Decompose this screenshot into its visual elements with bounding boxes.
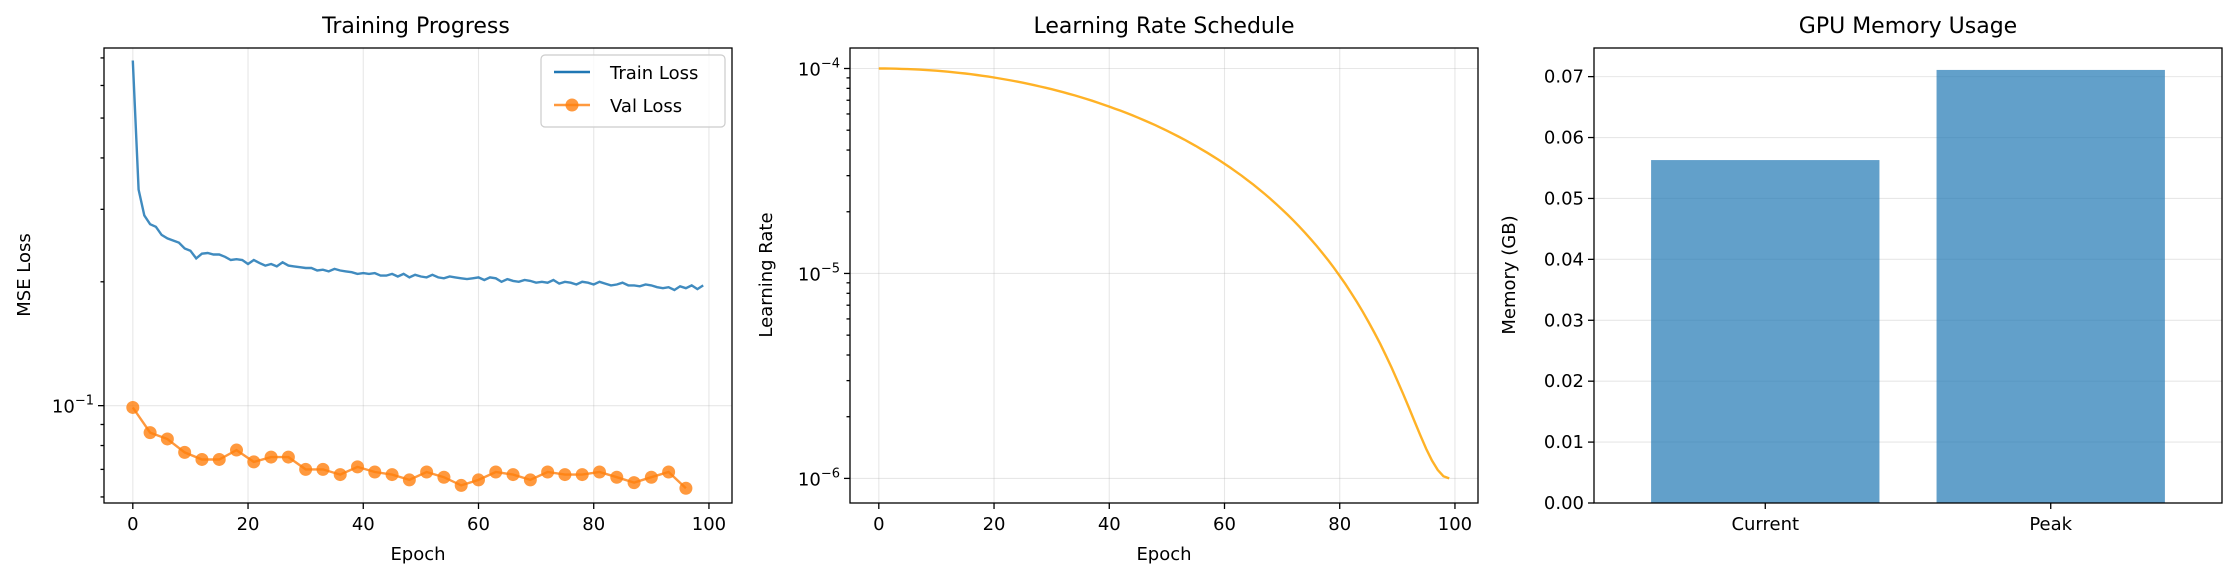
x-tick-label: 60: [1213, 514, 1236, 535]
training-progress-y-ticks: 10−1: [52, 57, 104, 498]
legend-val-loss-label: Val Loss: [610, 96, 682, 117]
x-tick-label: 80: [582, 514, 605, 535]
val-loss-point: [558, 468, 572, 482]
y-tick-label: 10−1: [52, 394, 94, 418]
val-loss-point: [506, 468, 520, 482]
x-tick-label: Current: [1731, 514, 1799, 535]
gpu-memory-x-ticks: Current Peak: [1731, 503, 2073, 535]
y-tick-label: 0.00: [1544, 493, 1584, 514]
training-progress-x-label: Epoch: [390, 544, 445, 565]
val-loss-point: [523, 473, 537, 487]
training-progress-x-ticks: 0 20 40 60 80 100: [127, 503, 726, 535]
val-loss-point: [644, 470, 658, 484]
training-progress-axes-frame: [103, 47, 733, 504]
x-tick-label: 80: [1328, 514, 1351, 535]
val-loss-point: [178, 445, 192, 459]
val-loss-point: [627, 476, 641, 490]
val-loss-point: [420, 465, 434, 479]
training-progress-series: [126, 60, 704, 495]
y-tick-label: 0.01: [1544, 432, 1584, 453]
learning-rate-x-ticks: 0 20 40 60 80 100: [873, 503, 1472, 535]
val-loss-point: [195, 452, 209, 466]
val-loss-point: [385, 468, 399, 482]
learning-rate-axes-frame: [849, 47, 1479, 504]
learning-rate-x-label: Epoch: [1136, 544, 1191, 565]
learning-rate-line: [878, 67, 1450, 480]
x-tick-label: 60: [467, 514, 490, 535]
val-loss-point: [679, 481, 693, 495]
x-tick-label: 40: [352, 514, 375, 535]
learning-rate-series: [878, 67, 1450, 480]
val-loss-point: [610, 470, 624, 484]
x-tick-label: 100: [1438, 514, 1472, 535]
learning-rate-grid: [850, 48, 1478, 503]
x-tick-label: 20: [237, 514, 260, 535]
gpu-memory-y-label: Memory (GB): [1499, 215, 1520, 334]
x-tick-label: 20: [983, 514, 1006, 535]
val-loss-point: [575, 468, 589, 482]
val-loss-point: [143, 426, 157, 440]
training-progress-panel: Training Progress 0 20 40 60 80 100 10−1 Epoc…: [14, 14, 733, 565]
val-loss-point: [299, 462, 313, 476]
y-tick-label: 0.06: [1544, 128, 1584, 149]
val-loss-point: [471, 473, 485, 487]
learning-rate-y-ticks: 10−6 10−5 10−4: [798, 56, 850, 490]
gpu-memory-title: GPU Memory Usage: [1799, 14, 2017, 39]
bar-peak: [1936, 69, 2165, 504]
val-loss-point: [402, 473, 416, 487]
x-tick-label: Peak: [2029, 514, 2072, 535]
val-loss-point: [541, 465, 555, 479]
val-loss-point: [333, 468, 347, 482]
y-tick-label: 0.02: [1544, 371, 1584, 392]
val-loss-point: [489, 465, 503, 479]
y-tick-label: 10−6: [798, 466, 840, 490]
val-loss-point: [351, 460, 365, 474]
val-loss-point: [247, 455, 261, 469]
val-loss-point: [126, 400, 140, 414]
val-loss-point: [230, 443, 244, 457]
y-tick-label: 0.04: [1544, 249, 1584, 270]
gpu-memory-bars: [1651, 69, 2165, 504]
x-tick-label: 0: [873, 514, 884, 535]
gpu-memory-y-ticks: 0.00 0.01 0.02 0.03 0.04 0.05 0.06 0.07: [1544, 67, 1594, 514]
bar-current: [1651, 160, 1880, 504]
train-loss-line: [131, 60, 704, 292]
learning-rate-y-label: Learning Rate: [756, 212, 777, 337]
val-loss-point: [437, 470, 451, 484]
x-tick-label: 100: [692, 514, 726, 535]
training-progress-legend: Train Loss Val Loss: [540, 54, 726, 128]
legend-val-loss-marker: [565, 98, 579, 112]
val-loss-point: [281, 450, 295, 464]
val-loss-point: [316, 462, 330, 476]
gpu-memory-axes-frame: [1593, 47, 2223, 504]
gpu-memory-panel: GPU Memory Usage Current Peak 0.000.010.0…: [1499, 14, 2223, 535]
val-loss-point: [454, 478, 468, 492]
training-progress-y-label: MSE Loss: [14, 233, 35, 317]
val-loss-point: [160, 432, 174, 446]
y-tick-label: 10−4: [798, 56, 840, 80]
y-tick-label: 0.07: [1544, 67, 1584, 88]
training-progress-title: Training Progress: [321, 14, 510, 39]
val-loss-point: [212, 452, 226, 466]
val-loss-point: [264, 450, 278, 464]
val-loss-point: [662, 465, 676, 479]
x-tick-label: 40: [1098, 514, 1121, 535]
x-tick-label: 0: [127, 514, 138, 535]
learning-rate-title: Learning Rate Schedule: [1033, 14, 1294, 39]
val-loss-point: [368, 465, 382, 479]
legend-train-loss-label: Train Loss: [609, 63, 698, 84]
y-tick-label: 0.05: [1544, 188, 1584, 209]
val-loss-point: [592, 465, 606, 479]
y-tick-label: 10−5: [798, 261, 840, 285]
learning-rate-panel: Learning Rate Schedule 0 20 40 60 80 100 10−6…: [756, 14, 1479, 565]
y-tick-label: 0.03: [1544, 310, 1584, 331]
